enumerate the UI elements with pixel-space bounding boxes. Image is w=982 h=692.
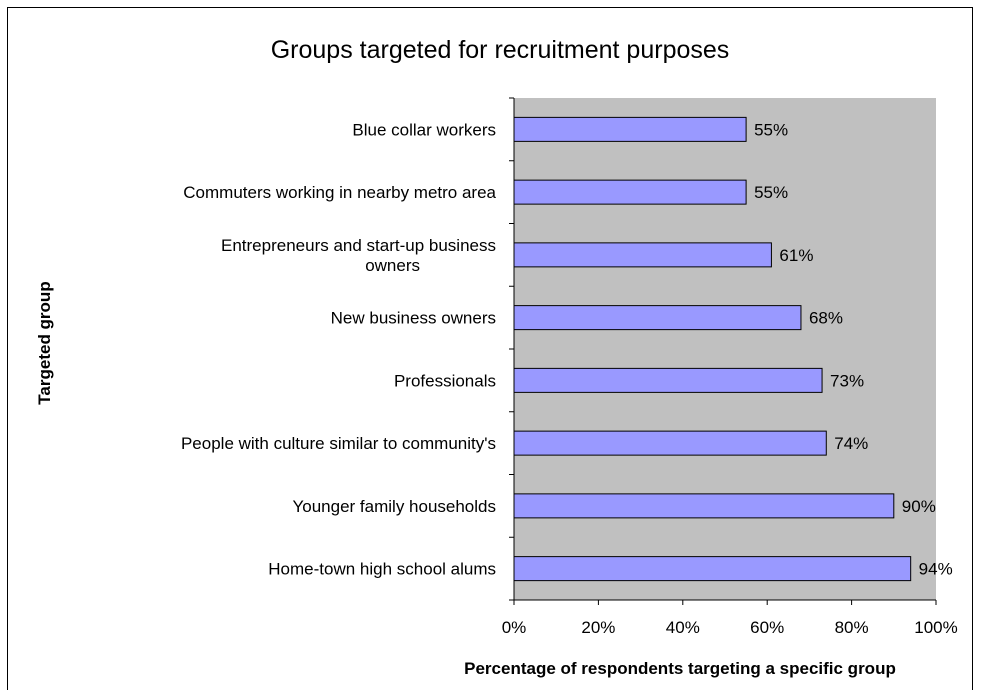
- category-label: Blue collar workers: [352, 120, 496, 139]
- category-label: Home-town high school alums: [268, 560, 496, 579]
- bar: [513, 556, 912, 582]
- bar: [513, 430, 827, 456]
- category-label-line: Professionals: [394, 371, 496, 390]
- category-label-line: Blue collar workers: [352, 120, 496, 139]
- data-label: 73%: [830, 371, 864, 390]
- data-label: 68%: [809, 309, 843, 328]
- category-label-line: Commuters working in nearby metro area: [183, 183, 496, 202]
- plot-area: [514, 98, 936, 600]
- category-label-line: Younger family households: [292, 497, 496, 516]
- chart-title: Groups targeted for recruitment purposes: [271, 36, 730, 64]
- category-label: Professionals: [394, 371, 496, 390]
- category-label-line: owners: [365, 256, 420, 275]
- category-label: Commuters working in nearby metro area: [183, 183, 496, 202]
- category-label-line: New business owners: [331, 309, 496, 328]
- bar: [513, 116, 747, 142]
- x-tick-label: 20%: [581, 618, 615, 637]
- bar: [513, 179, 747, 205]
- bar: [513, 367, 823, 393]
- bar: [513, 242, 772, 268]
- category-label-line: Home-town high school alums: [268, 560, 496, 579]
- x-axis-title: Percentage of respondents targeting a sp…: [464, 659, 896, 678]
- x-tick-label: 0%: [502, 618, 527, 637]
- data-label: 74%: [834, 434, 868, 453]
- data-label: 90%: [902, 497, 936, 516]
- category-label: Younger family households: [292, 497, 496, 516]
- data-label: 61%: [779, 246, 813, 265]
- x-tick-label: 40%: [666, 618, 700, 637]
- data-label: 94%: [919, 560, 953, 579]
- data-label: 55%: [754, 120, 788, 139]
- x-tick-label: 100%: [914, 618, 957, 637]
- x-tick-label: 80%: [835, 618, 869, 637]
- category-label-line: People with culture similar to community…: [181, 434, 496, 453]
- category-label-line: Entrepreneurs and start-up business: [221, 236, 496, 255]
- category-label: New business owners: [331, 309, 496, 328]
- bar: [513, 305, 802, 331]
- x-tick-label: 60%: [750, 618, 784, 637]
- category-label: People with culture similar to community…: [181, 434, 496, 453]
- y-axis-title: Targeted group: [35, 281, 54, 404]
- ticks-layer: Blue collar workers Commuters working in …: [181, 97, 958, 637]
- bar: [513, 493, 895, 519]
- category-label: Entrepreneurs and start-up business owner…: [221, 236, 496, 275]
- data-label: 55%: [754, 183, 788, 202]
- bars-layer: 55% 55% 61% 68% 73% 74% 90% 94%: [513, 116, 953, 582]
